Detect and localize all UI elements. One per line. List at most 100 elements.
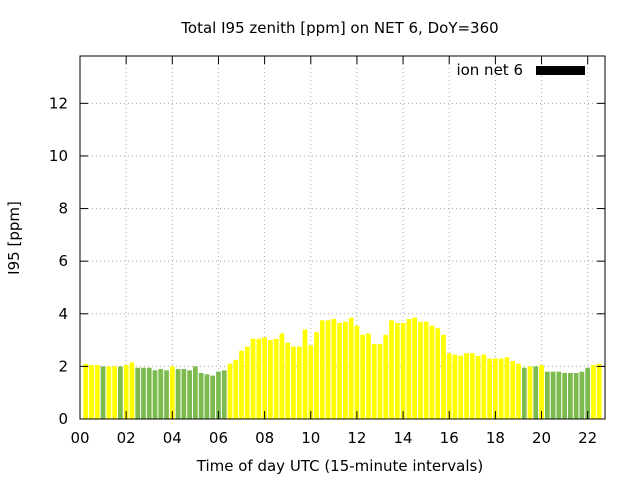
bar (579, 371, 585, 419)
bar (164, 370, 169, 419)
x-tick-label: 20 (532, 429, 551, 447)
bar (343, 321, 348, 419)
bar (193, 366, 198, 419)
bar (366, 333, 371, 419)
bar (256, 338, 262, 419)
bar (296, 346, 302, 419)
bar (533, 366, 539, 419)
bar (308, 345, 314, 419)
bar (141, 367, 146, 419)
bar (469, 353, 475, 419)
bar (539, 365, 544, 419)
bar (314, 332, 319, 419)
bar (452, 354, 458, 419)
bar (510, 361, 516, 419)
bar (360, 334, 366, 419)
bar (285, 342, 291, 419)
bar (527, 366, 533, 419)
x-tick-label: 06 (209, 429, 228, 447)
bar (325, 320, 331, 419)
bar (268, 340, 273, 419)
bar (568, 372, 573, 419)
bar (354, 325, 360, 419)
bar (596, 363, 602, 419)
x-tick-label: 08 (255, 429, 274, 447)
bar (406, 319, 412, 419)
bar (573, 372, 579, 419)
bar (331, 319, 337, 419)
y-axis-label: I95 [ppm] (5, 201, 23, 275)
bar (89, 365, 94, 419)
x-tick-label: 12 (347, 429, 366, 447)
bar (273, 338, 279, 419)
bar (216, 371, 221, 419)
x-tick-label: 02 (117, 429, 136, 447)
bar (210, 375, 216, 419)
y-tick-label: 8 (58, 200, 68, 218)
bar (291, 346, 296, 419)
bar (400, 322, 406, 419)
bar (112, 366, 117, 419)
bar (556, 371, 562, 419)
bar (383, 334, 389, 419)
plot-frame (79, 55, 606, 420)
bar (106, 366, 112, 419)
legend-swatch (536, 66, 585, 75)
bar (233, 359, 239, 419)
bar (446, 353, 452, 419)
bar (198, 372, 204, 419)
bar (435, 328, 441, 419)
x-tick-label: 00 (70, 429, 89, 447)
bar (458, 355, 464, 419)
bar (498, 358, 504, 419)
bar (123, 365, 129, 419)
legend-label: ion net 6 (456, 61, 523, 79)
bar-series (83, 317, 602, 419)
bar (493, 358, 498, 419)
y-axis: 0 2 4 6 8 10 12 (49, 94, 605, 428)
bar (516, 363, 521, 419)
bar (504, 357, 510, 419)
bar (377, 344, 383, 419)
bar (423, 321, 429, 419)
bar (244, 346, 250, 419)
x-tick-label: 04 (163, 429, 182, 447)
bar (394, 322, 400, 419)
bar (585, 367, 591, 419)
bar (227, 363, 233, 419)
bar (371, 344, 377, 419)
x-axis: 00 02 04 06 08 10 12 14 16 18 20 22 (70, 56, 597, 447)
x-tick-label: 10 (301, 429, 320, 447)
bar (550, 371, 556, 419)
bar (94, 365, 100, 419)
grid-lines (80, 56, 605, 419)
bar (412, 317, 417, 419)
x-tick-label: 22 (578, 429, 597, 447)
x-tick-label: 14 (394, 429, 413, 447)
bar (562, 372, 567, 419)
bar (337, 322, 342, 419)
x-axis-label: Time of day UTC (15-minute intervals) (196, 457, 483, 475)
bar (279, 333, 285, 419)
bar (221, 370, 227, 419)
bar (348, 317, 354, 419)
bar (544, 371, 550, 419)
legend: ion net 6 (456, 61, 585, 79)
y-tick-label: 6 (58, 252, 68, 270)
y-tick-label: 4 (58, 305, 68, 323)
bar (204, 374, 210, 419)
bar (521, 367, 527, 419)
bar (475, 355, 481, 419)
x-tick-label: 18 (486, 429, 505, 447)
bar (118, 366, 123, 419)
bar (169, 366, 175, 419)
bar (135, 367, 141, 419)
bar (83, 363, 89, 419)
y-tick-label: 12 (49, 94, 68, 112)
bar (418, 321, 423, 419)
bar (239, 350, 244, 419)
bar (158, 369, 164, 419)
bar (175, 369, 181, 419)
bar (129, 362, 135, 419)
